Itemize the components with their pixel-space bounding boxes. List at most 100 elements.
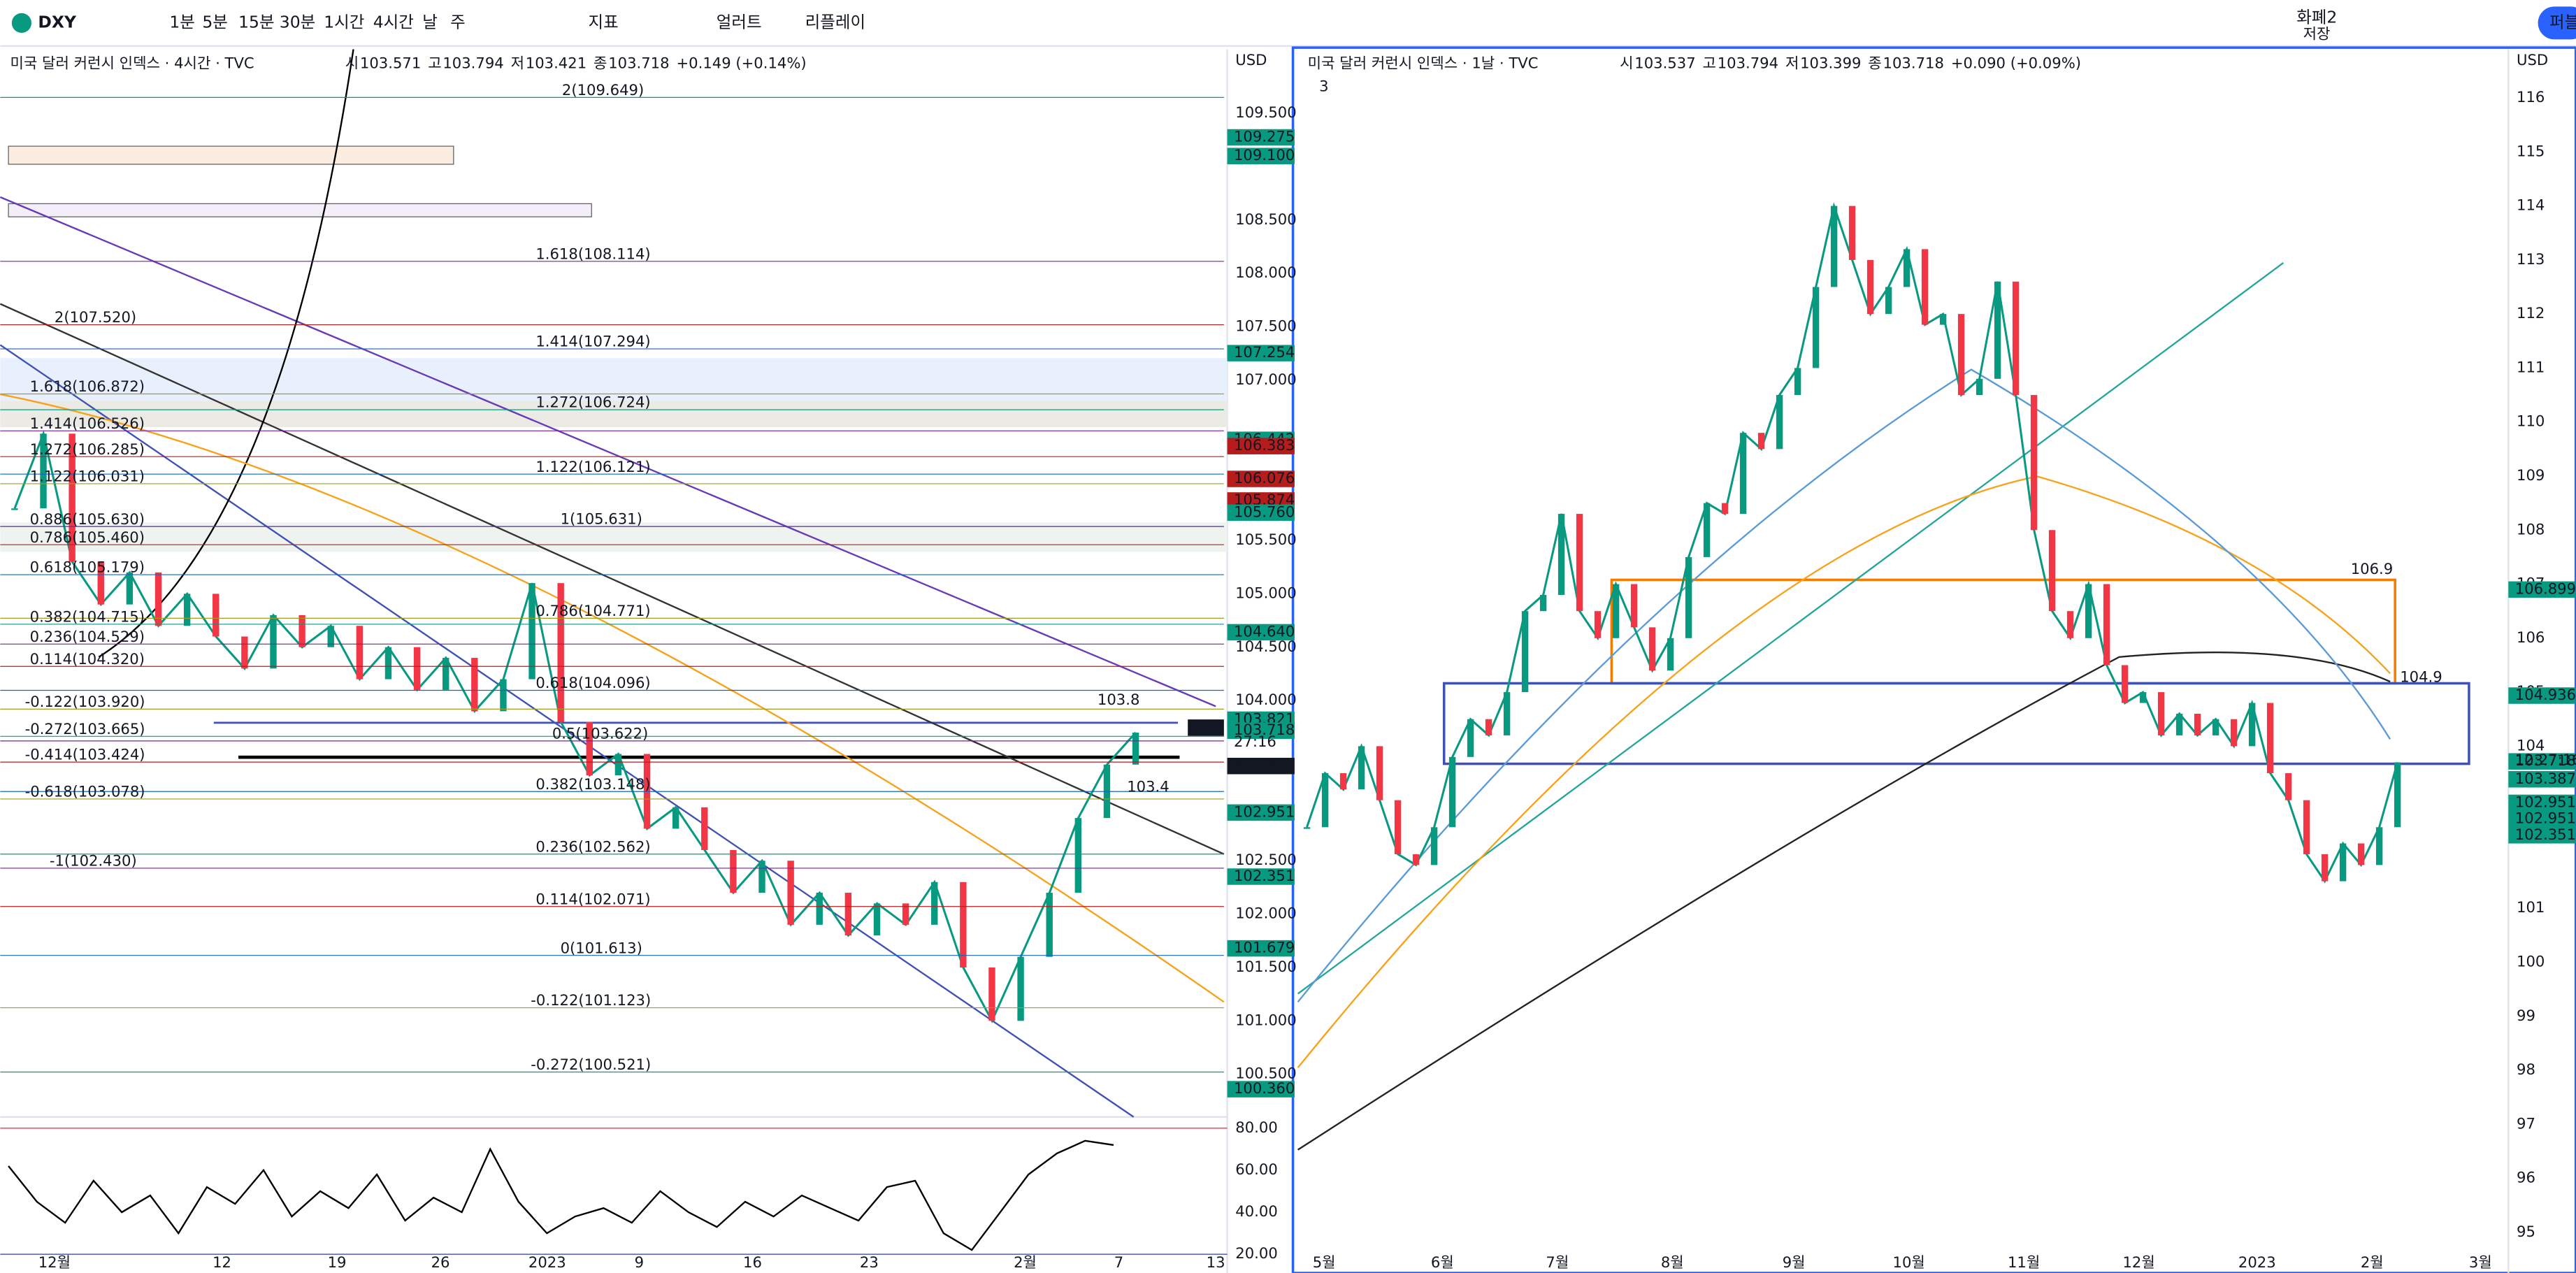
price-tick: 110 [2517, 412, 2545, 430]
ohlc-value: +0.149 (+0.14%) [676, 55, 806, 72]
currency: USD [2517, 51, 2548, 69]
x-tick-label: 3월 [2469, 1253, 2492, 1271]
candle [2030, 395, 2038, 531]
price-tag-label: 102.951 [2515, 810, 2576, 827]
toolbar-button[interactable]: 얼러트 [717, 12, 762, 31]
candle [2321, 854, 2329, 882]
x-tick-label: 7 [1114, 1253, 1123, 1271]
candle [1412, 854, 1420, 865]
price-tag-label: 104.640 [1234, 622, 1295, 640]
candle [69, 433, 75, 562]
price-tag-label: 101.679 [1234, 939, 1295, 956]
candle [2157, 692, 2165, 735]
ohlc-value: +0.090 (+0.09%) [1951, 55, 2081, 72]
x-tick-label: 9 [635, 1253, 644, 1271]
candle [1976, 378, 1983, 396]
publish-button[interactable] [2538, 6, 2576, 40]
price-tag [1227, 1081, 1295, 1098]
candle [471, 658, 478, 712]
badge: 3 [1319, 78, 1328, 95]
price-tag-label: 106.383 [1234, 436, 1295, 454]
fib-label: 0.618(104.096) [535, 674, 650, 691]
ohlc-value: 103.718 [608, 55, 669, 72]
candle [2212, 719, 2219, 735]
fib-label: 2(107.520) [55, 308, 136, 326]
moving-average [1297, 651, 2391, 1151]
interval[interactable]: 1시간 [324, 12, 364, 31]
candle [1594, 611, 1602, 638]
interval[interactable]: 15분 [238, 12, 275, 31]
price-tick: 95 [2517, 1223, 2535, 1240]
candle [1957, 314, 1965, 396]
x-tick-label: 10월 [1893, 1253, 1925, 1271]
price-tick: 107.000 [1235, 371, 1296, 388]
price-tick: 100 [2517, 952, 2545, 970]
ohlc-value: 103.421 [526, 55, 587, 72]
candle [2339, 843, 2347, 882]
candle [1017, 956, 1024, 1021]
candle [960, 882, 967, 968]
x-tick-label: 23 [860, 1253, 879, 1271]
fib-label: 1.272(106.724) [535, 394, 650, 411]
interval[interactable]: 날 [422, 12, 438, 31]
annotation: 106.9 [2351, 560, 2393, 577]
candle [270, 614, 277, 669]
x-tick-label: 26 [431, 1253, 450, 1271]
price-tick: 106 [2517, 628, 2545, 646]
interval[interactable]: 1분 [169, 12, 195, 31]
candle [1630, 584, 1638, 628]
price-tag [1227, 940, 1295, 957]
rsi-tick: 80.00 [1235, 1119, 1277, 1136]
price-tick: 104 [2517, 736, 2545, 754]
candle [1132, 732, 1139, 765]
symbol-icon [11, 13, 31, 33]
candle [1448, 756, 1456, 828]
fib-label: -1(102.430) [50, 852, 137, 870]
ohlc-value: 103.571 [360, 55, 421, 72]
moving-average [1297, 368, 2391, 1003]
candle [1903, 249, 1911, 287]
price-tag [1227, 148, 1295, 164]
candle [1921, 249, 1929, 325]
interval[interactable]: 주 [450, 12, 466, 31]
x-tick-label: 12월 [38, 1253, 71, 1271]
interval[interactable]: 4시간 [373, 12, 414, 31]
ohlc-value: 103.718 [1883, 55, 1944, 72]
candle [816, 893, 823, 925]
price-tick: 100.500 [1235, 1065, 1296, 1082]
interval[interactable]: 5분 [202, 12, 228, 31]
candle [1721, 503, 1729, 515]
currency: USD [1235, 51, 1267, 69]
candle [2121, 665, 2129, 703]
ohlc-label: 시 [1620, 55, 1633, 72]
price-tick: 115 [2517, 142, 2545, 159]
publish-label[interactable]: 퍼블 [2549, 12, 2576, 31]
price-tag [2508, 810, 2576, 828]
candle [1521, 611, 1529, 693]
interval[interactable]: 30분 [280, 12, 316, 31]
toolbar-button[interactable]: 지표 [589, 12, 619, 31]
candle [528, 583, 535, 679]
symbol[interactable]: DXY [38, 12, 77, 31]
candle [2175, 714, 2183, 735]
fib-label: -0.272(100.521) [531, 1056, 651, 1073]
toolbar-button[interactable]: 리플레이 [805, 12, 865, 31]
candle [844, 893, 852, 936]
pane-title: 미국 달러 커런시 인덱스 · 4시간 · TVC [10, 55, 254, 72]
candle [1812, 287, 1820, 368]
candle [1576, 514, 1583, 612]
candle [1667, 638, 1674, 671]
price-line [1306, 201, 2399, 884]
fib-label: 0.236(102.562) [535, 837, 650, 855]
price-tag [2508, 687, 2576, 704]
annotation: 104.9 [2400, 668, 2442, 686]
candle [2266, 703, 2274, 774]
price-tick: 113 [2517, 250, 2545, 268]
layout-name[interactable]: 화폐2 [2296, 7, 2337, 27]
price-tag [1227, 438, 1295, 454]
price-tag-label: 103.387 [1234, 756, 1295, 774]
candle [1046, 893, 1053, 957]
candle [40, 433, 47, 509]
x-tick-label: 7월 [1546, 1253, 1569, 1271]
annotation: 103.8 [1098, 691, 1139, 708]
